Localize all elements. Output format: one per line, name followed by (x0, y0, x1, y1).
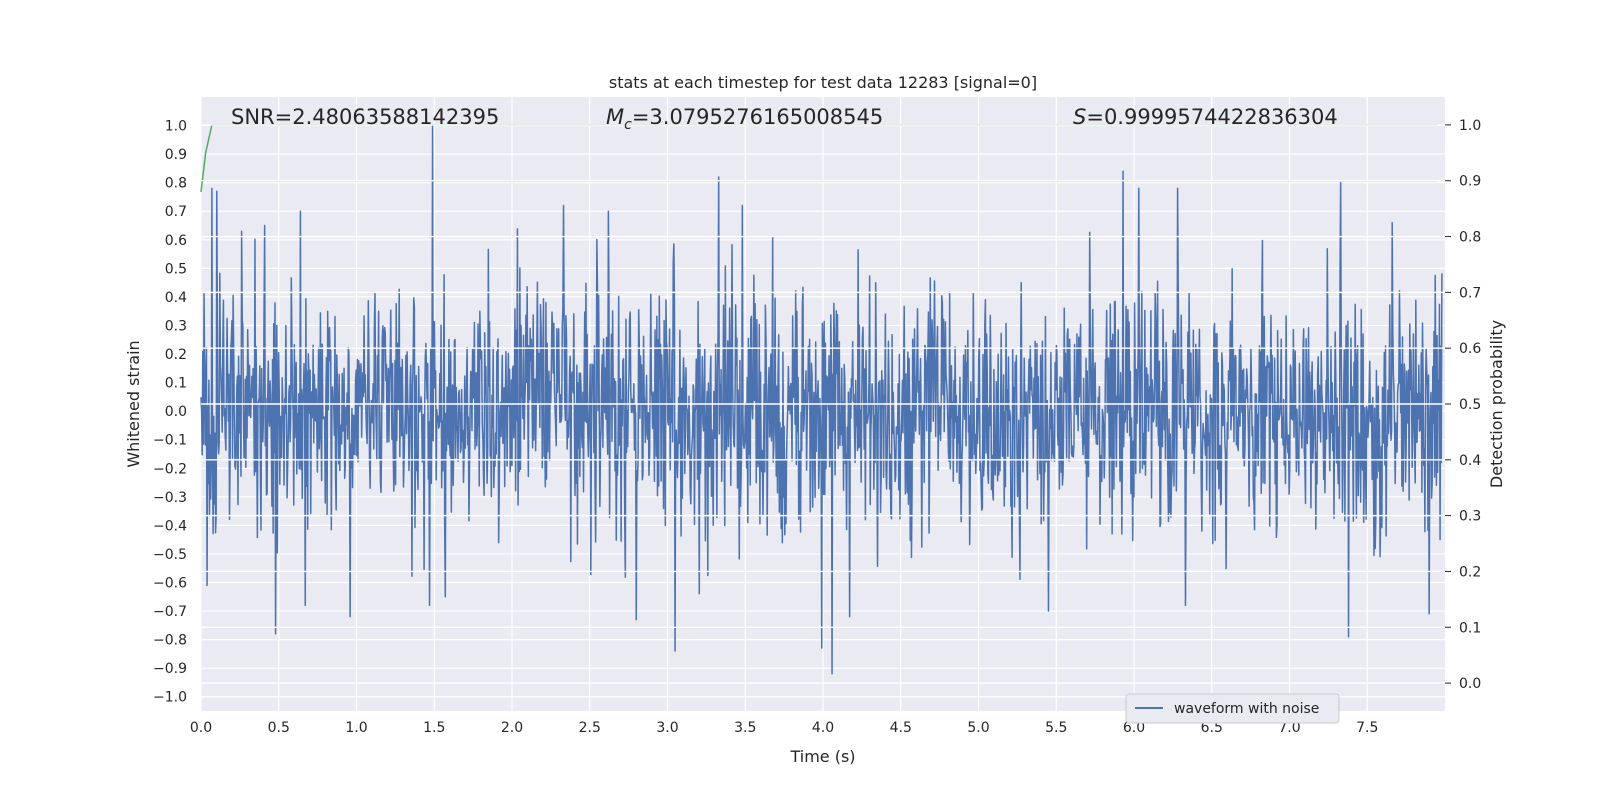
x-tick-label: 7.0 (1278, 720, 1300, 736)
y-tick-label: −0.3 (153, 490, 187, 506)
legend: waveform with noise (1125, 693, 1340, 724)
s-value: =0.9999574422836304 (1086, 105, 1337, 129)
y2-tick-label: 0.1 (1459, 620, 1481, 636)
y-tick-label: −0.1 (153, 433, 187, 449)
y-tick-label: −0.9 (153, 661, 187, 677)
y2-tick-label: 0.4 (1459, 453, 1481, 469)
y2-tick-label: 1.0 (1459, 118, 1481, 134)
x-tick-label: 6.5 (1201, 720, 1223, 736)
x-axis: 0.0 0.5 1.0 1.5 2.0 2.5 3.0 3.5 4.0 4.5 5.0 5.5 6.0 6… (190, 720, 1379, 736)
x-tick-label: 0.0 (190, 720, 212, 736)
x-tick-label: 4.5 (890, 720, 912, 736)
y-tick-label: −0.5 (153, 547, 187, 563)
x-tick-label: 1.0 (345, 720, 367, 736)
x-tick-label: 4.0 (812, 720, 834, 736)
y-tick-label: −0.8 (153, 633, 187, 649)
x-tick-label: 5.5 (1045, 720, 1067, 736)
chirp-mass-annotation: Mc=3.0795276165008545 (606, 105, 883, 133)
x-tick-label: 3.5 (734, 720, 756, 736)
waveform-line (200, 124, 1443, 675)
chirp-mass-subscript: c (624, 117, 632, 133)
y-axis-right: 1.0 0.9 0.8 0.7 0.6 0.5 0.4 0.3 0.2 0.1 0.0 (201, 118, 1481, 692)
y2-tick-label: 0.8 (1459, 230, 1481, 246)
y-tick-label: 0.4 (165, 290, 187, 306)
y2-tick-label: 0.0 (1459, 676, 1481, 692)
y-tick-label: 0.8 (165, 176, 187, 192)
y-tick-label: 1.0 (165, 119, 187, 135)
y2-tick-label: 0.9 (1459, 174, 1481, 190)
y2-tick-label: 0.6 (1459, 341, 1481, 357)
y-tick-label: 0.0 (165, 404, 187, 420)
y-tick-label: 0.7 (165, 204, 187, 220)
y-tick-label: −0.4 (153, 518, 187, 534)
y-tick-label: 0.3 (165, 318, 187, 334)
x-tick-label: 3.0 (656, 720, 678, 736)
y-axis-label: Whitened strain (124, 340, 143, 467)
y2-tick-label: 0.5 (1459, 397, 1481, 413)
y-tick-label: −0.2 (153, 461, 187, 477)
y-tick-label: −1.0 (153, 690, 187, 706)
y-tick-label: 0.1 (165, 376, 187, 392)
y-tick-label: 0.5 (165, 261, 187, 277)
x-tick-label: 6.0 (1123, 720, 1145, 736)
y2-tick-label: 0.3 (1459, 509, 1481, 525)
chirp-mass-value: =3.0795276165008545 (632, 105, 883, 129)
y2-tick-label: 0.7 (1459, 285, 1481, 301)
y-tick-label: 0.6 (165, 233, 187, 249)
y-tick-label: −0.6 (153, 575, 187, 591)
chart-title: stats at each timestep for test data 122… (609, 73, 1037, 92)
y-tick-label: −0.7 (153, 604, 187, 620)
chirp-mass-symbol: M (606, 105, 624, 129)
s-symbol: S (1073, 105, 1086, 129)
s-annotation: S=0.9999574422836304 (1073, 105, 1338, 129)
y-axis-left: 1.0 0.9 0.8 0.7 0.6 0.5 0.4 0.3 0.2 0.1 0.0 −0.1 −0.… (153, 119, 187, 706)
x-tick-label: 1.5 (423, 720, 445, 736)
y2-axis-label: Detection probability (1487, 320, 1506, 488)
snr-annotation: SNR=2.48063588142395 (231, 105, 499, 129)
x-axis-label: Time (s) (789, 747, 855, 766)
waveform-series (200, 124, 1443, 675)
x-tick-label: 5.0 (967, 720, 989, 736)
x-tick-label: 2.5 (579, 720, 601, 736)
y-tick-label: 0.2 (165, 347, 187, 363)
y-tick-label: 0.9 (165, 147, 187, 163)
legend-label: waveform with noise (1174, 701, 1319, 717)
x-tick-label: 0.5 (268, 720, 290, 736)
x-tick-label: 7.5 (1356, 720, 1378, 736)
legend-box (1125, 693, 1340, 724)
x-tick-label: 2.0 (501, 720, 523, 736)
y2-tick-label: 0.2 (1459, 564, 1481, 580)
